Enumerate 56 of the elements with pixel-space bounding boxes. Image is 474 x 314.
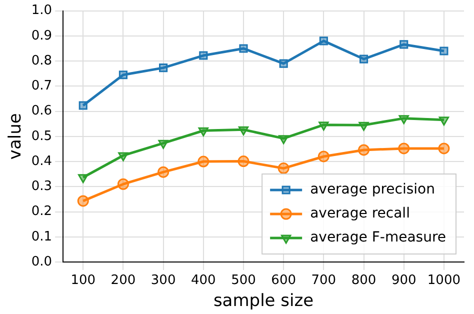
point <box>158 166 170 178</box>
y-tick-label: 0.5 <box>31 128 52 144</box>
x-tick-label: 500 <box>231 273 256 288</box>
x-tick-label: 300 <box>150 273 176 288</box>
y-tick-label: 0.2 <box>31 204 52 220</box>
y-tick-label: 1.0 <box>31 3 52 18</box>
point <box>318 122 329 131</box>
point <box>358 122 369 131</box>
point <box>118 70 128 80</box>
point <box>239 44 248 53</box>
x-tick-label: 600 <box>271 273 296 288</box>
y-tick-label: 0.1 <box>31 229 52 244</box>
y-tick-label: 0.6 <box>31 104 52 119</box>
point <box>278 162 290 174</box>
legend-label: average precision <box>310 182 435 198</box>
point <box>279 59 288 68</box>
y-tick-label: 0.9 <box>31 28 52 44</box>
point <box>159 64 168 72</box>
point <box>117 178 129 190</box>
point <box>318 150 330 162</box>
point <box>398 142 410 154</box>
x-tick-label: 1000 <box>427 273 460 288</box>
legend-label: average recall <box>310 206 410 222</box>
point <box>438 142 450 154</box>
x-tick-label: 100 <box>70 273 96 288</box>
y-tick-label: 0.7 <box>31 78 52 94</box>
point <box>440 46 448 56</box>
point <box>198 156 210 168</box>
point <box>118 152 128 162</box>
x-tick-label: 200 <box>110 273 136 288</box>
point <box>78 174 88 184</box>
y-axis-title: value <box>6 113 26 160</box>
point <box>199 51 208 60</box>
point <box>238 156 250 168</box>
y-tick-label: 0.8 <box>31 53 52 68</box>
point <box>438 116 450 126</box>
x-tick-label: 700 <box>311 273 336 288</box>
y-tick-label: 0.3 <box>31 179 52 194</box>
point <box>158 140 168 149</box>
y-tick-label: 0.0 <box>31 254 52 270</box>
x-tick-label: 800 <box>351 273 376 288</box>
point <box>238 126 249 136</box>
x-tick-label: 900 <box>391 273 416 288</box>
y-tick-label: 0.4 <box>31 154 52 169</box>
point <box>77 195 89 207</box>
point <box>358 144 370 156</box>
point <box>398 115 409 124</box>
point <box>319 36 328 46</box>
point <box>78 101 88 110</box>
point <box>198 127 208 136</box>
point <box>400 40 408 49</box>
point <box>278 135 289 144</box>
point <box>359 54 368 64</box>
legend-label: average F-measure <box>310 230 446 246</box>
x-axis-title: sample size <box>213 291 314 312</box>
x-tick-label: 400 <box>190 273 216 288</box>
